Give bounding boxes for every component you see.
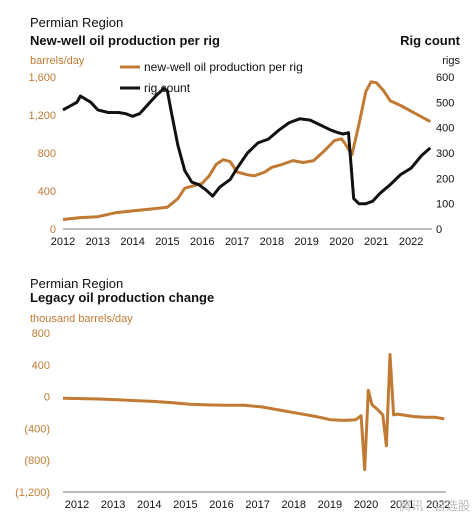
bottom-x-tick: 2021 <box>390 499 414 511</box>
bottom-x-tick: 2017 <box>245 499 269 511</box>
top-chart-region: Permian Region <box>30 15 123 30</box>
top-x-tick: 2019 <box>294 236 318 248</box>
bottom-x-tick: 2016 <box>209 499 233 511</box>
bottom-x-tick: 2018 <box>282 499 306 511</box>
bottom-x-tick: 2012 <box>65 499 89 511</box>
top-x-tick: 2014 <box>120 236 144 248</box>
rig-count-line <box>62 86 432 206</box>
top-x-tick: 2021 <box>364 236 388 248</box>
top-chart-right-title: Rig count <box>400 33 461 48</box>
top-y-tick-left: 1,600 <box>28 72 56 84</box>
bottom-y-tick: (400) <box>24 423 50 435</box>
top-chart-ylabel-left: barrels/day <box>30 55 85 67</box>
bottom-y-tick: (1,200) <box>15 487 50 499</box>
top-x-tick: 2016 <box>190 236 214 248</box>
bottom-y-ticks: 800 400 0 (400) (800) (1,200) <box>15 328 50 499</box>
bottom-x-tick: 2014 <box>137 499 161 511</box>
top-x-tick: 2022 <box>399 236 423 248</box>
top-legend: new-well oil production per rig rig coun… <box>120 60 303 95</box>
bottom-x-tick: 2020 <box>354 499 378 511</box>
top-x-tick: 2020 <box>329 236 353 248</box>
bottom-series-group <box>62 353 445 472</box>
legacy-change-line <box>62 353 445 472</box>
top-x-tick: 2012 <box>51 236 75 248</box>
top-x-tick: 2015 <box>155 236 179 248</box>
top-y-tick-right: 200 <box>436 173 454 185</box>
bottom-x-tick: 2015 <box>173 499 197 511</box>
top-y-tick-left: 800 <box>38 148 56 160</box>
bottom-chart-region: Permian Region <box>30 276 123 291</box>
bottom-y-tick: 0 <box>44 392 50 404</box>
top-y-tick-right: 400 <box>436 123 454 135</box>
bottom-y-tick: (800) <box>24 455 50 467</box>
watermark: 腾讯 · 自选股 <box>399 498 470 513</box>
top-series-group <box>62 80 432 221</box>
top-y-tick-right: 600 <box>436 72 454 84</box>
bottom-chart-title: Legacy oil production change <box>30 290 214 305</box>
oil-production-line <box>62 80 432 221</box>
bottom-x-tick: 2013 <box>101 499 125 511</box>
bottom-y-tick: 400 <box>32 360 50 372</box>
top-y-ticks-left: 0 400 800 1,200 1,600 <box>28 72 56 236</box>
top-y-tick-left: 400 <box>38 186 56 198</box>
bottom-y-tick: 800 <box>32 328 50 340</box>
top-x-tick: 2017 <box>225 236 249 248</box>
bottom-x-ticks: 2012 2013 2014 2015 2016 2017 2018 2019 2020 2021… <box>65 499 451 511</box>
top-chart-ylabel-right: rigs <box>442 55 460 67</box>
legend-oil-label: new-well oil production per rig <box>144 60 303 74</box>
bottom-chart-ylabel: thousand barrels/day <box>30 313 133 325</box>
legend-rig-label: rig count <box>144 81 191 95</box>
top-x-tick: 2018 <box>260 236 284 248</box>
top-y-tick-right: 0 <box>436 224 442 236</box>
bottom-x-tick: 2019 <box>318 499 342 511</box>
top-y-tick-right: 500 <box>436 97 454 109</box>
top-y-ticks-right: 0 100 200 300 400 500 600 <box>436 72 454 236</box>
top-y-tick-right: 300 <box>436 148 454 160</box>
top-y-tick-left: 0 <box>50 224 56 236</box>
bottom-x-tick: 2022 <box>426 499 450 511</box>
top-chart: Permian Region New-well oil production p… <box>28 15 460 248</box>
top-y-tick-right: 100 <box>436 199 454 211</box>
bottom-chart: Permian Region Legacy oil production cha… <box>15 276 450 511</box>
top-x-tick: 2013 <box>86 236 110 248</box>
top-x-ticks: 2012 2013 2014 2015 2016 2017 2018 2019 2020 2021… <box>51 236 424 248</box>
top-y-tick-left: 1,200 <box>28 110 56 122</box>
top-chart-title: New-well oil production per rig <box>30 33 220 48</box>
